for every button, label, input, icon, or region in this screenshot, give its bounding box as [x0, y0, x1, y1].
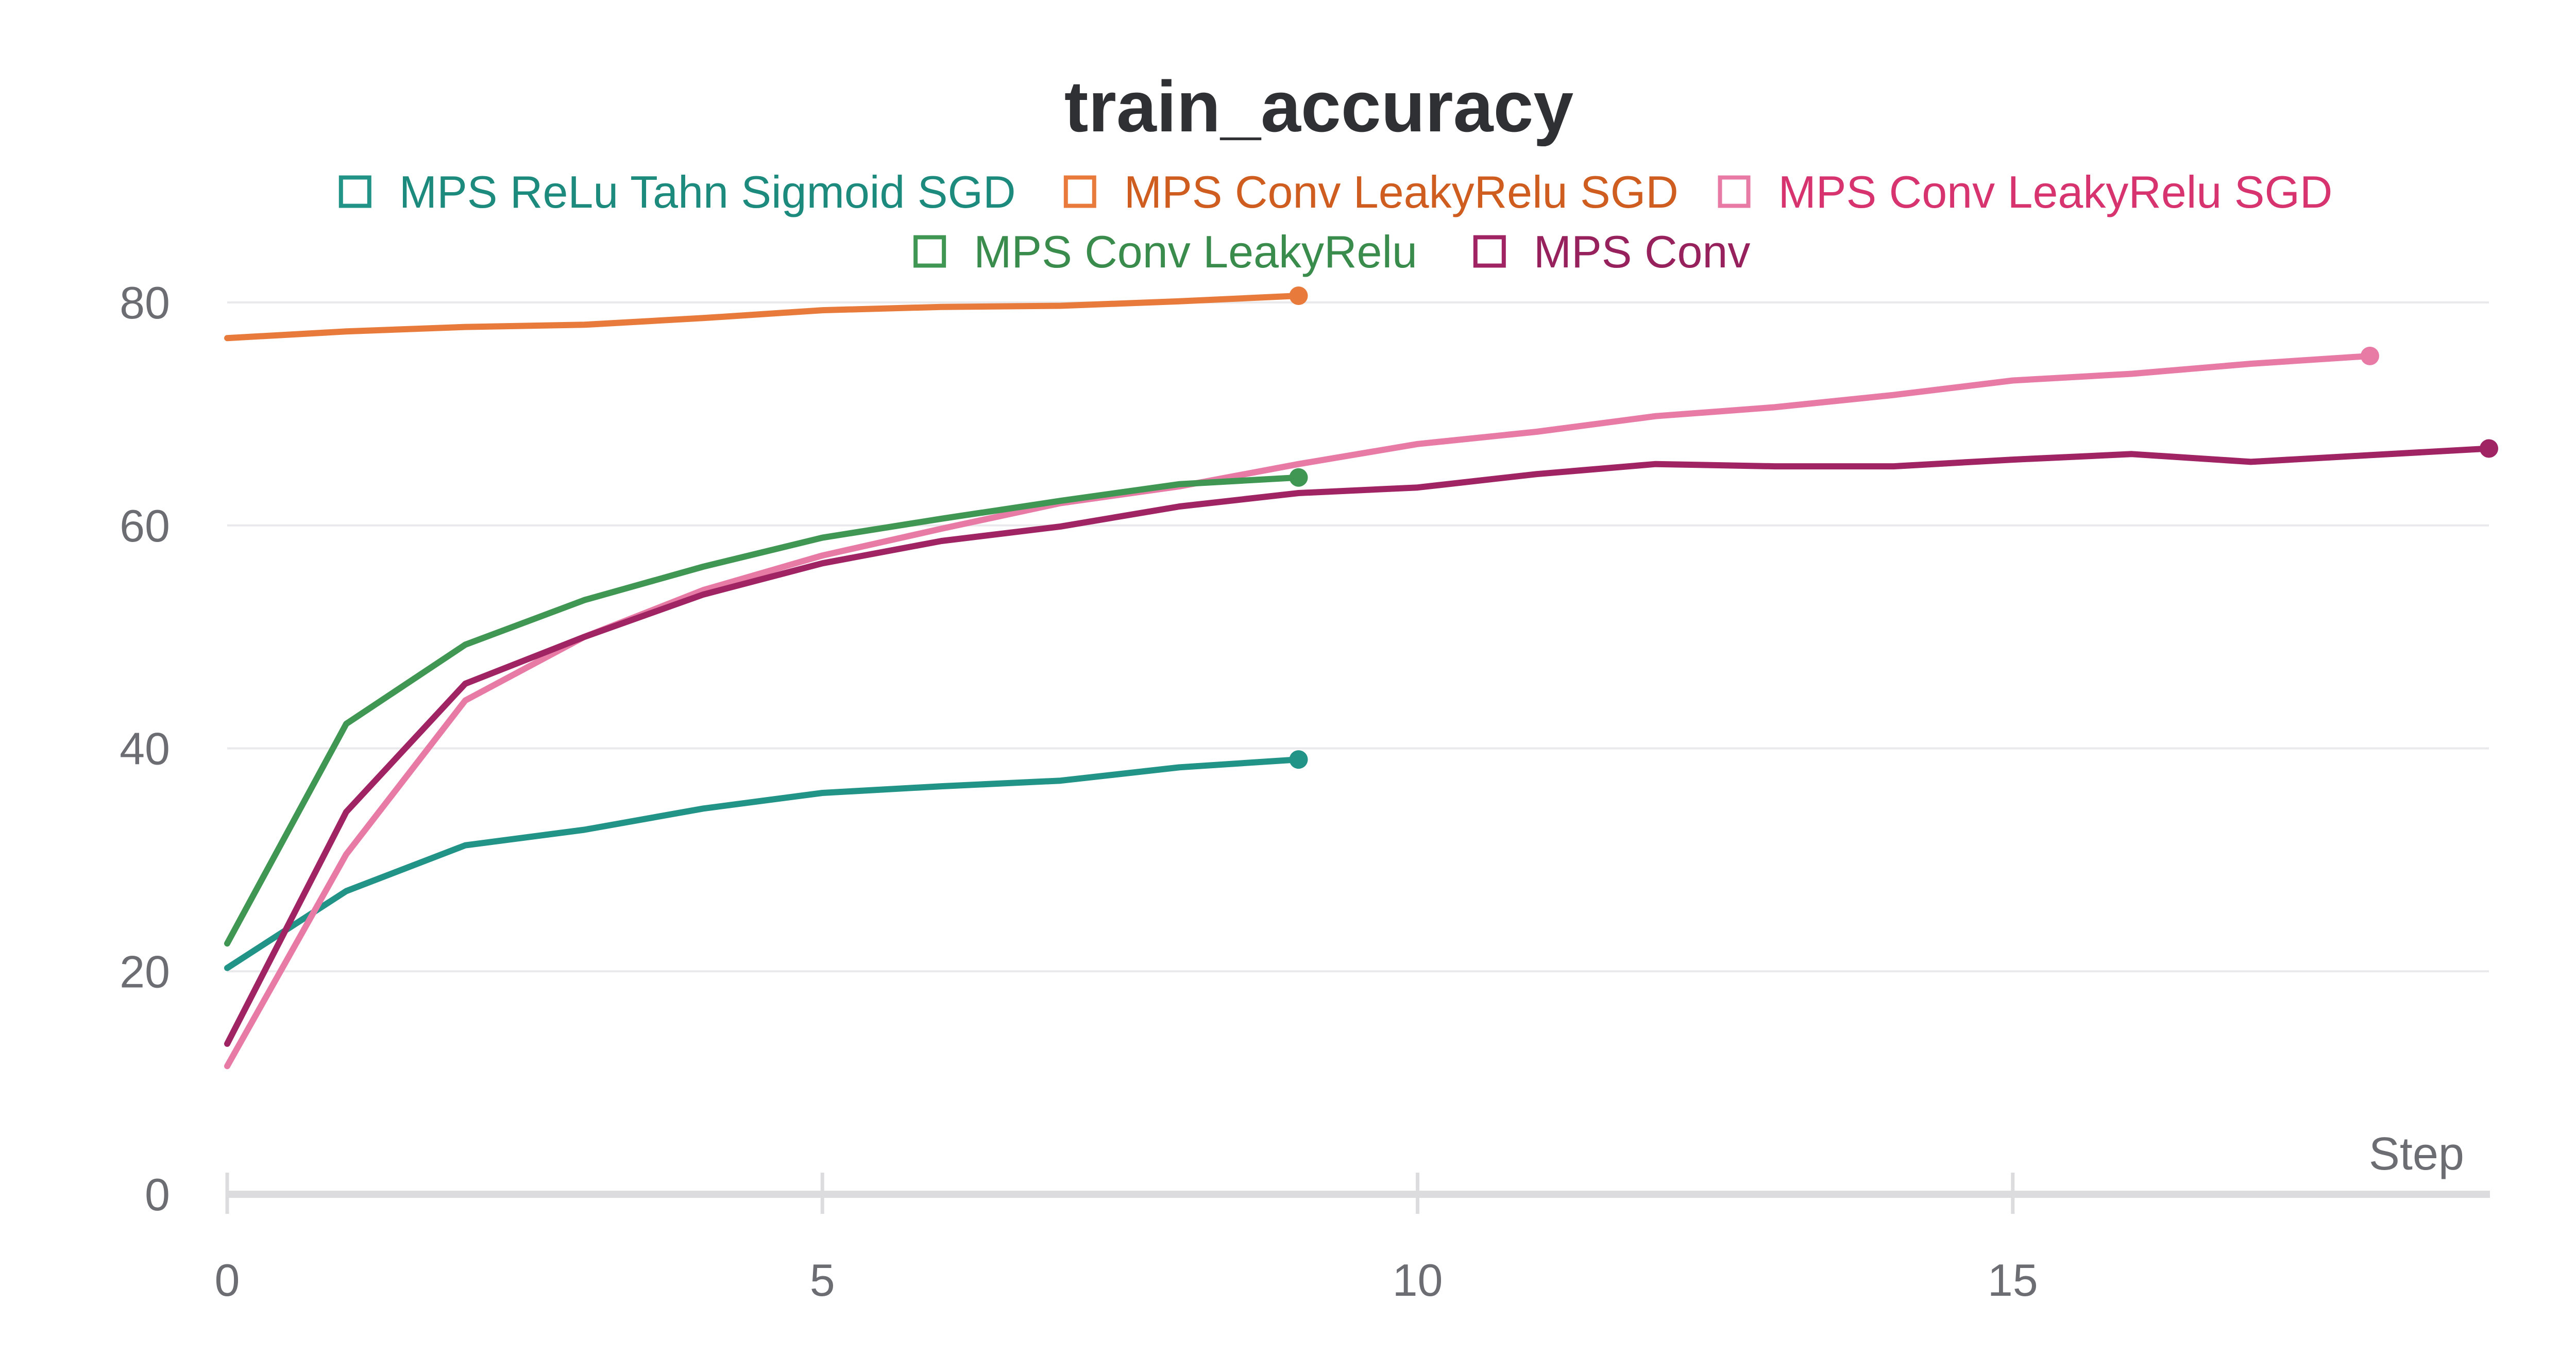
- y-tick-label: 40: [120, 723, 170, 774]
- legend-item-3[interactable]: MPS Conv LeakyRelu SGD: [1718, 166, 2333, 217]
- legend-swatch: [1063, 175, 1096, 208]
- y-tick-label: 80: [120, 277, 170, 328]
- series-lines: [224, 286, 2498, 1070]
- x-axis-label: Step: [2369, 1128, 2464, 1180]
- series-line-4: [224, 474, 1302, 947]
- legend-label: MPS Conv LeakyRelu SGD: [1124, 166, 1679, 217]
- legend-item-1[interactable]: MPS ReLu Tahn Sigmoid SGD: [338, 166, 1016, 217]
- legend-swatch: [913, 235, 946, 268]
- legend-item-4[interactable]: MPS Conv LeakyRelu: [913, 226, 1417, 277]
- y-tick-label: 60: [120, 500, 170, 551]
- axes: 0 20 40 60 80 0 5 10 15: [120, 277, 2490, 1306]
- series-end-marker-4: [1289, 468, 1308, 487]
- series-line-5: [224, 445, 2492, 1047]
- legend-label: MPS ReLu Tahn Sigmoid SGD: [399, 166, 1016, 217]
- legend-swatch: [1473, 235, 1506, 268]
- x-tick-label: 0: [215, 1255, 240, 1306]
- legend-label: MPS Conv LeakyRelu SGD: [1778, 166, 2333, 217]
- legend-item-2[interactable]: MPS Conv LeakyRelu SGD: [1063, 166, 1679, 217]
- legend-swatch: [338, 175, 371, 208]
- x-tick-label: 15: [1988, 1255, 2038, 1306]
- series-end-marker-1: [1289, 750, 1308, 769]
- series-end-marker-3: [2360, 346, 2379, 365]
- grid-lines: [227, 301, 2489, 973]
- y-tick-label: 20: [120, 946, 170, 997]
- legend-label: MPS Conv: [1534, 226, 1751, 277]
- series-line-1: [224, 756, 1302, 971]
- legend-item-5[interactable]: MPS Conv: [1473, 226, 1751, 277]
- series-line-3: [224, 352, 2373, 1070]
- y-tick-label: 0: [145, 1169, 170, 1220]
- legend-label: MPS Conv LeakyRelu: [974, 226, 1417, 277]
- series-end-marker-5: [2480, 439, 2498, 458]
- x-tick-label: 5: [810, 1255, 835, 1306]
- series-end-marker-2: [1289, 286, 1308, 306]
- legend-swatch: [1718, 175, 1751, 208]
- legend: MPS ReLu Tahn Sigmoid SGD MPS Conv LeakyR…: [338, 166, 2333, 277]
- chart-title: train_accuracy: [1064, 66, 1574, 147]
- series-line-2: [224, 293, 1302, 342]
- x-tick-label: 10: [1393, 1255, 1443, 1306]
